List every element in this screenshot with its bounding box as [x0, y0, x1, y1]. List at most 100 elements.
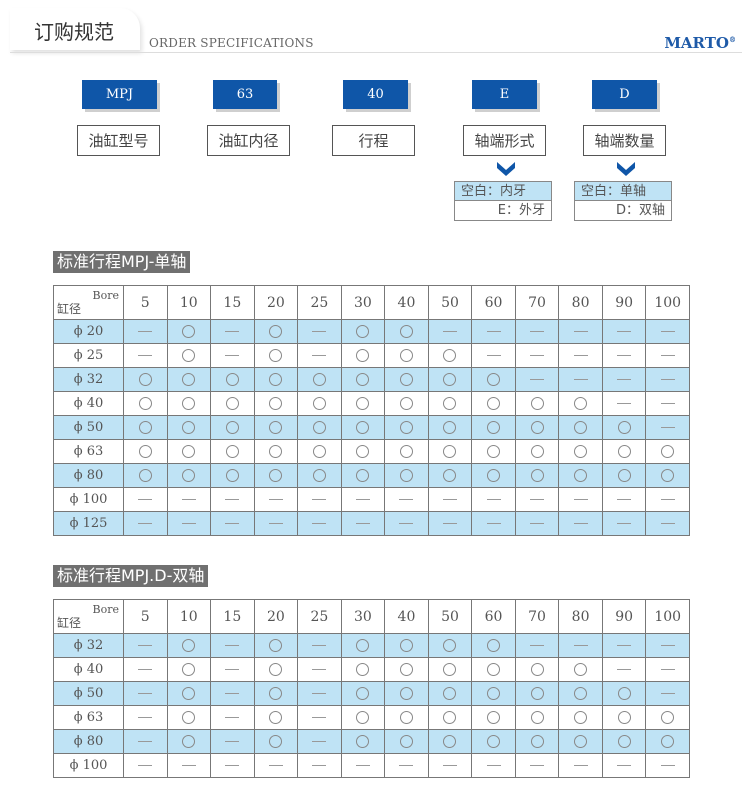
unavailable-dash-icon: [181, 523, 196, 524]
available-circle-icon: [487, 445, 501, 458]
available-circle-icon: [443, 735, 457, 748]
available-circle-icon: [269, 373, 283, 386]
unavailable-dash-icon: [138, 693, 153, 694]
table-row: ϕ 80: [53, 463, 690, 488]
unavailable-dash-icon: [486, 765, 501, 766]
available-circle-icon: [530, 663, 544, 676]
available-circle-icon: [574, 735, 588, 748]
available-circle-icon: [399, 325, 413, 338]
available-circle-icon: [399, 711, 413, 724]
rod-end-options: 空白：内牙 E：外牙: [454, 181, 552, 221]
stroke-cell: [514, 319, 560, 344]
stroke-cell: [297, 367, 342, 392]
stroke-table-double-rod: Bore 缸径 5 10 15 20 25 30 40 50 60 70 80 90 100 ϕ 32 ϕ 40…: [53, 599, 690, 778]
available-circle-icon: [182, 397, 196, 410]
unavailable-dash-icon: [573, 523, 588, 524]
stroke-cell: [514, 705, 560, 730]
available-circle-icon: [312, 469, 326, 482]
unavailable-dash-icon: [225, 669, 240, 670]
unavailable-dash-icon: [530, 379, 545, 380]
stroke-cell: [427, 681, 473, 706]
stroke-cell: [514, 681, 560, 706]
available-circle-icon: [225, 373, 239, 386]
bore-cell: ϕ 32: [53, 633, 124, 658]
stroke-cell: [601, 657, 647, 682]
stroke-cell: [645, 367, 690, 392]
available-circle-icon: [356, 687, 370, 700]
stroke-cell: [253, 729, 299, 754]
available-circle-icon: [399, 421, 413, 434]
stroke-cell: [340, 487, 386, 512]
unavailable-dash-icon: [660, 427, 675, 428]
stroke-cell: [340, 439, 386, 464]
stroke-cell: [558, 729, 603, 754]
stroke-cell: [340, 415, 386, 440]
label-stroke: 行程: [332, 125, 415, 156]
available-circle-icon: [182, 735, 196, 748]
available-circle-icon: [617, 445, 631, 458]
brand-logo: MARTO®: [664, 34, 736, 52]
stroke-cell: [210, 657, 255, 682]
table-row: ϕ 100: [53, 487, 690, 512]
stroke-header: 40: [384, 285, 429, 320]
stroke-cell: [166, 511, 212, 536]
stroke-cell: [384, 705, 429, 730]
available-circle-icon: [182, 421, 196, 434]
table-row: ϕ 40: [53, 391, 690, 416]
stroke-cell: [384, 753, 429, 778]
stroke-header: 30: [340, 599, 386, 634]
code-bore: 63: [213, 80, 277, 109]
stroke-cell: [427, 729, 473, 754]
unavailable-dash-icon: [573, 765, 588, 766]
stroke-cell: [166, 729, 212, 754]
unavailable-dash-icon: [530, 331, 545, 332]
stroke-cell: [123, 633, 168, 658]
stroke-cell: [340, 391, 386, 416]
stroke-cell: [210, 439, 255, 464]
corner-cell: Bore 缸径: [53, 599, 124, 634]
stroke-header: 50: [427, 285, 473, 320]
stroke-cell: [645, 439, 690, 464]
stroke-cell: [427, 367, 473, 392]
table-row: ϕ 125: [53, 511, 690, 536]
stroke-cell: [601, 753, 647, 778]
available-circle-icon: [225, 469, 239, 482]
stroke-cell: [297, 487, 342, 512]
unavailable-dash-icon: [312, 741, 327, 742]
bore-cell: ϕ 50: [53, 415, 124, 440]
unavailable-dash-icon: [486, 355, 501, 356]
unavailable-dash-icon: [530, 523, 545, 524]
stroke-cell: [427, 415, 473, 440]
available-circle-icon: [530, 397, 544, 410]
stroke-header: 5: [123, 285, 168, 320]
stroke-cell: [384, 487, 429, 512]
unavailable-dash-icon: [181, 765, 196, 766]
unavailable-dash-icon: [617, 379, 632, 380]
stroke-header: 90: [601, 285, 647, 320]
unavailable-dash-icon: [660, 355, 675, 356]
stroke-cell: [558, 487, 603, 512]
stroke-cell: [558, 681, 603, 706]
unavailable-dash-icon: [312, 693, 327, 694]
unavailable-dash-icon: [486, 523, 501, 524]
stroke-cell: [601, 487, 647, 512]
available-circle-icon: [356, 349, 370, 362]
available-circle-icon: [269, 445, 283, 458]
unavailable-dash-icon: [486, 331, 501, 332]
unavailable-dash-icon: [399, 765, 414, 766]
stroke-header: 20: [253, 285, 299, 320]
stroke-cell: [253, 439, 299, 464]
stroke-cell: [210, 633, 255, 658]
stroke-cell: [340, 681, 386, 706]
available-circle-icon: [574, 397, 588, 410]
stroke-cell: [514, 729, 560, 754]
stroke-cell: [253, 343, 299, 368]
stroke-cell: [297, 753, 342, 778]
corner-bore-cn: 缸径: [57, 302, 82, 316]
stroke-cell: [340, 463, 386, 488]
available-circle-icon: [530, 735, 544, 748]
table-row: ϕ 63: [53, 705, 690, 730]
stroke-cell: [427, 705, 473, 730]
stroke-cell: [340, 367, 386, 392]
stroke-cell: [384, 367, 429, 392]
